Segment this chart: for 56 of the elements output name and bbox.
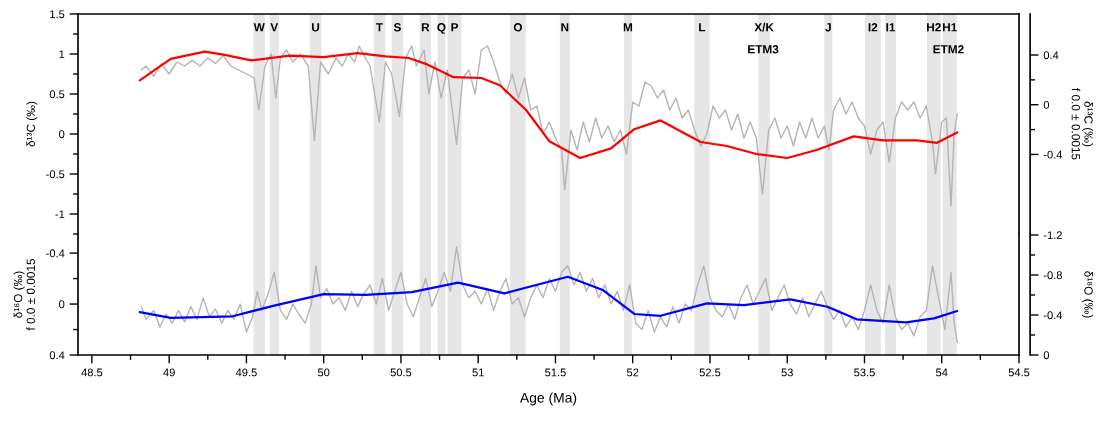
band-label: I1: [886, 23, 896, 32]
x-tick-label: 53.5: [854, 368, 875, 377]
line-series: [138, 275, 959, 324]
band-label: I2: [868, 23, 878, 32]
y2-tick-label: 0: [1043, 351, 1050, 360]
band-label: T: [375, 23, 383, 32]
y-tick-label: 1.5: [50, 10, 65, 19]
y-tick-label: 0: [59, 130, 65, 139]
y2-tick-label: 0: [1043, 101, 1050, 109]
x-tick-label: 50.5: [390, 368, 412, 377]
y2-tick-label: -0.4: [1043, 311, 1063, 320]
band-label: P: [451, 23, 459, 32]
line-series: [140, 246, 958, 343]
x-tick-label: 51: [472, 368, 484, 377]
y-axis-title: δ¹⁸O (‰) f 0.0 ± 0.0015: [13, 258, 35, 331]
y-tick-label: 0.4: [49, 351, 65, 360]
y-tick-label: 1: [59, 50, 65, 59]
band-label: U: [312, 23, 320, 32]
y2-tick-label: -1.2: [1043, 231, 1062, 240]
band-label: W: [253, 23, 265, 32]
x-tick-label: 53: [781, 368, 793, 377]
y-tick-label: 0: [59, 300, 65, 309]
y2-tick-label: 0.4: [1043, 51, 1059, 60]
x-tick-label: 51.5: [545, 368, 566, 377]
y-tick-label: -0.5: [46, 170, 65, 179]
x-tick-label: 52: [626, 368, 639, 377]
x-tick-label: 48.5: [81, 368, 103, 377]
x-tick-label: 50: [317, 368, 330, 377]
y2-tick-label: -0.8: [1043, 271, 1062, 280]
y-tick-label: 0.5: [49, 90, 65, 99]
band-label: V: [270, 23, 279, 32]
y-axis-title: δ¹³C (‰): [26, 101, 38, 147]
band-label: M: [623, 23, 633, 32]
x-tick-label: 54: [936, 368, 948, 377]
band-label: X/K: [754, 22, 774, 32]
y-tick-label: -0.4: [46, 249, 65, 258]
x-axis-title: Age (Ma): [519, 392, 577, 406]
x-tick-label: 52.5: [699, 368, 721, 377]
y2-axis-title: δ¹⁸O (‰): [1082, 271, 1094, 318]
band-label: R: [421, 23, 430, 32]
x-tick-label: 54.5: [1008, 368, 1030, 377]
band-label: J: [825, 23, 831, 32]
band-label: H2: [927, 23, 941, 32]
band-label: H1: [942, 23, 957, 32]
annotation: ETM2: [933, 45, 964, 54]
x-tick-label: 49.5: [235, 368, 257, 377]
y2-tick-label: -0.4: [1043, 150, 1063, 159]
y-tick-label: -1: [55, 210, 65, 219]
band-label: O: [513, 23, 522, 32]
y2-axis-title: δ¹³C (‰) f 0.0 ± 0.0015: [1071, 88, 1094, 160]
band-label: S: [393, 23, 401, 32]
x-tick-label: 49: [163, 368, 175, 377]
band-label: N: [561, 23, 569, 32]
band-label: L: [699, 23, 706, 32]
band-label: Q: [437, 23, 446, 34]
annotation: ETM3: [748, 45, 779, 54]
